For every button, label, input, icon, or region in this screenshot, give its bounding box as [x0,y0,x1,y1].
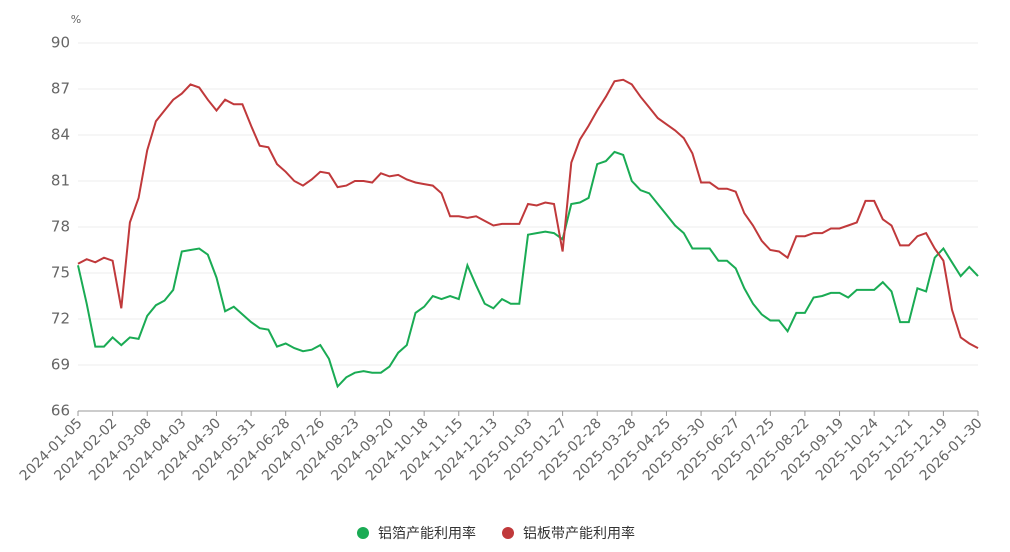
y-tick-label: 81 [51,172,70,190]
y-tick-label: 72 [51,310,70,328]
y-unit: % [71,13,81,26]
y-tick-label: 69 [51,356,70,374]
y-tick-label: 75 [51,264,70,282]
y-tick-label: 66 [51,402,70,420]
y-tick-label: 87 [51,80,70,98]
legend-label: 铝箔产能利用率 [378,525,476,542]
y-tick-label: 90 [51,34,70,52]
y-tick-label: 84 [51,126,70,144]
legend-swatch[interactable] [502,527,514,539]
series-line [77,78,979,349]
series-line [77,150,979,389]
legend-label: 铝板带产能利用率 [523,525,635,542]
y-tick-label: 78 [51,218,70,236]
legend-swatch[interactable] [357,527,369,539]
